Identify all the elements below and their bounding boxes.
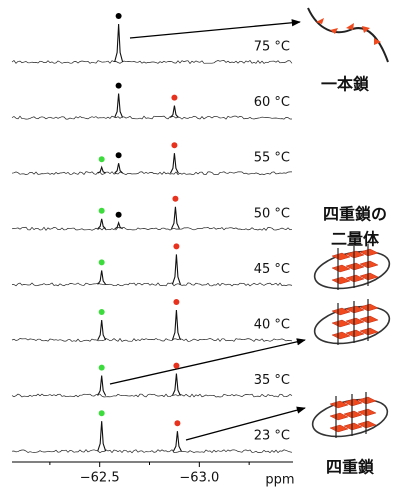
temperature-label: 60 °C: [254, 95, 290, 110]
quadruplex-icon: [309, 392, 390, 443]
baseline-noise: [12, 339, 292, 342]
peak-marker: [99, 259, 105, 265]
baseline-noise: [12, 61, 292, 64]
arrow: [130, 22, 300, 38]
temperature-label: 55 °C: [254, 151, 290, 166]
dimer-icon: [311, 299, 392, 350]
peak: [98, 270, 106, 284]
baseline-noise: [12, 394, 292, 397]
annotation: 二量体: [331, 230, 380, 249]
peak-marker: [174, 420, 180, 426]
peak-marker: [116, 212, 122, 218]
temperature-label: 45 °C: [254, 262, 290, 277]
peak: [171, 207, 179, 229]
peak: [170, 106, 178, 118]
single-strand-icon: [308, 8, 388, 62]
peak-marker: [99, 208, 105, 214]
annotation: 四重鎖: [326, 458, 375, 477]
x-tick-label: −63.0: [179, 471, 219, 486]
peak: [170, 153, 178, 173]
peak-marker: [173, 243, 179, 249]
peak: [115, 94, 123, 118]
annotation: 一本鎖: [321, 75, 370, 94]
peak: [172, 374, 180, 396]
peak: [98, 167, 106, 173]
temperature-label: 50 °C: [254, 206, 290, 221]
peak: [98, 421, 106, 451]
x-axis-label: ppm: [265, 473, 294, 487]
peak: [98, 320, 106, 340]
annotation: 四重鎖の: [323, 205, 387, 224]
peak-marker: [173, 363, 179, 369]
peak-marker: [171, 142, 177, 148]
dimer-icon: [311, 244, 392, 295]
temperature-label: 23 °C: [254, 429, 290, 444]
peak-marker: [173, 299, 179, 305]
peak-marker: [116, 152, 122, 158]
peak: [172, 254, 180, 284]
peak: [98, 376, 106, 396]
baseline-noise: [12, 283, 292, 286]
x-tick-label: −62.5: [80, 471, 120, 486]
peak-marker: [171, 95, 177, 101]
baseline-noise: [12, 450, 292, 453]
peak-marker: [99, 410, 105, 416]
peak: [98, 219, 106, 229]
peak-marker: [99, 309, 105, 315]
temperature-label: 40 °C: [254, 318, 290, 333]
temperature-label: 75 °C: [254, 40, 290, 55]
peak: [173, 431, 181, 451]
peak: [115, 163, 123, 173]
peak-marker: [116, 83, 122, 89]
peak-marker: [99, 156, 105, 162]
baseline-noise: [12, 227, 292, 230]
peak: [172, 310, 180, 340]
baseline-noise: [12, 116, 292, 119]
peak: [115, 24, 123, 62]
peak-marker: [116, 13, 122, 19]
baseline-noise: [12, 172, 292, 175]
peak-marker: [99, 365, 105, 371]
chart: ppm −62.5 −63.0 75 °C 60 °C 55 °C 50 °C 45 °C 4…: [0, 0, 405, 487]
peak-marker: [172, 196, 178, 202]
temperature-label: 35 °C: [254, 373, 290, 388]
decoration: [110, 8, 393, 443]
